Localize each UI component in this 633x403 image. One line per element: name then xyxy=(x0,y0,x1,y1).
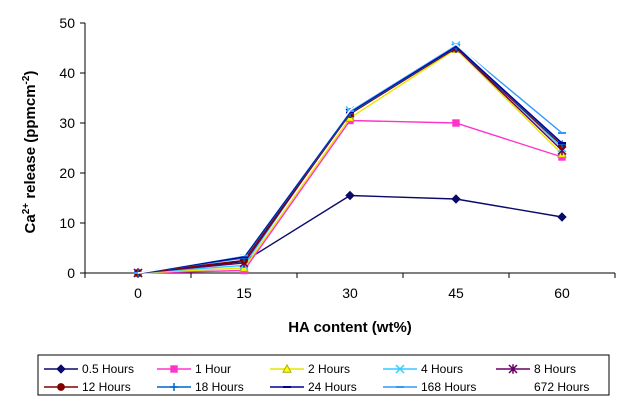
legend-label: 672 Hours xyxy=(534,380,589,394)
series-layer xyxy=(133,40,567,278)
legend-label: 4 Hours xyxy=(421,362,463,376)
legend-swatch-marker xyxy=(282,363,292,373)
y-tick-label: 30 xyxy=(59,115,75,131)
legend-label: 18 Hours xyxy=(195,380,244,394)
x-tick-label: 60 xyxy=(554,285,570,301)
data-point xyxy=(557,212,567,222)
x-tick-label: 0 xyxy=(134,285,142,301)
legend-item: 24 Hours xyxy=(270,380,357,394)
legend-label: 8 Hours xyxy=(534,362,576,376)
y-tick-label: 10 xyxy=(59,215,75,231)
x-axis-title: HA content (wt%) xyxy=(288,319,412,336)
x-tick-label: 45 xyxy=(448,285,464,301)
y-axis-title: Ca2+ release (ppmcm-2) xyxy=(21,71,39,234)
legend-label: 168 Hours xyxy=(421,380,476,394)
legend-item: 0.5 Hours xyxy=(44,362,134,376)
legend-item: 1 Hour xyxy=(157,362,231,376)
legend-swatch-marker xyxy=(508,364,518,374)
series-8 xyxy=(134,44,566,274)
legend-label: 2 Hours xyxy=(308,362,350,376)
x-tick-label: 30 xyxy=(342,285,358,301)
legend: 0.5 Hours 1 Hour 2 Hours 4 Hours 8 Hours 12 H… xyxy=(37,354,610,396)
data-point xyxy=(452,119,460,127)
series-line xyxy=(137,194,563,274)
series-3 xyxy=(133,40,567,278)
y-tick-label: 0 xyxy=(67,265,75,281)
y-tick-label: 40 xyxy=(59,65,75,81)
legend-label: 24 Hours xyxy=(308,380,357,394)
x-tick-label: 15 xyxy=(236,285,252,301)
series-5 xyxy=(134,44,566,277)
legend-swatch-marker xyxy=(56,364,66,374)
legend-label: 1 Hour xyxy=(195,362,231,376)
x-tick-labels: 0 15 30 45 60 xyxy=(134,285,570,301)
legend-item: 18 Hours xyxy=(157,380,244,394)
legend-item: 8 Hours xyxy=(496,362,576,376)
legend-label: 12 Hours xyxy=(82,380,131,394)
legend-swatch-marker xyxy=(395,364,405,374)
series-7 xyxy=(134,45,566,274)
data-point xyxy=(451,194,461,204)
legend-swatch-marker xyxy=(170,383,178,391)
series-4 xyxy=(133,43,567,278)
legend-item: 12 Hours xyxy=(44,380,131,394)
legend-swatch-marker xyxy=(57,383,65,391)
legend-box xyxy=(37,354,610,396)
series-line xyxy=(137,43,563,274)
y-tick-label: 20 xyxy=(59,165,75,181)
y-tick-label: 50 xyxy=(59,15,75,31)
legend-swatch-marker xyxy=(170,365,178,373)
data-point xyxy=(345,190,355,201)
legend-item: 2 Hours xyxy=(270,362,350,376)
series-9 xyxy=(137,43,563,274)
legend-label: 0.5 Hours xyxy=(82,362,134,376)
legend-item: 4 Hours xyxy=(383,362,463,376)
series-2 xyxy=(133,43,567,277)
legend-item: 672 Hours xyxy=(534,380,589,394)
axes xyxy=(80,22,616,278)
y-tick-labels: 0 10 20 30 40 50 xyxy=(59,15,75,281)
legend-item: 168 Hours xyxy=(383,380,476,394)
series-6 xyxy=(134,43,566,277)
series-line xyxy=(137,44,563,274)
